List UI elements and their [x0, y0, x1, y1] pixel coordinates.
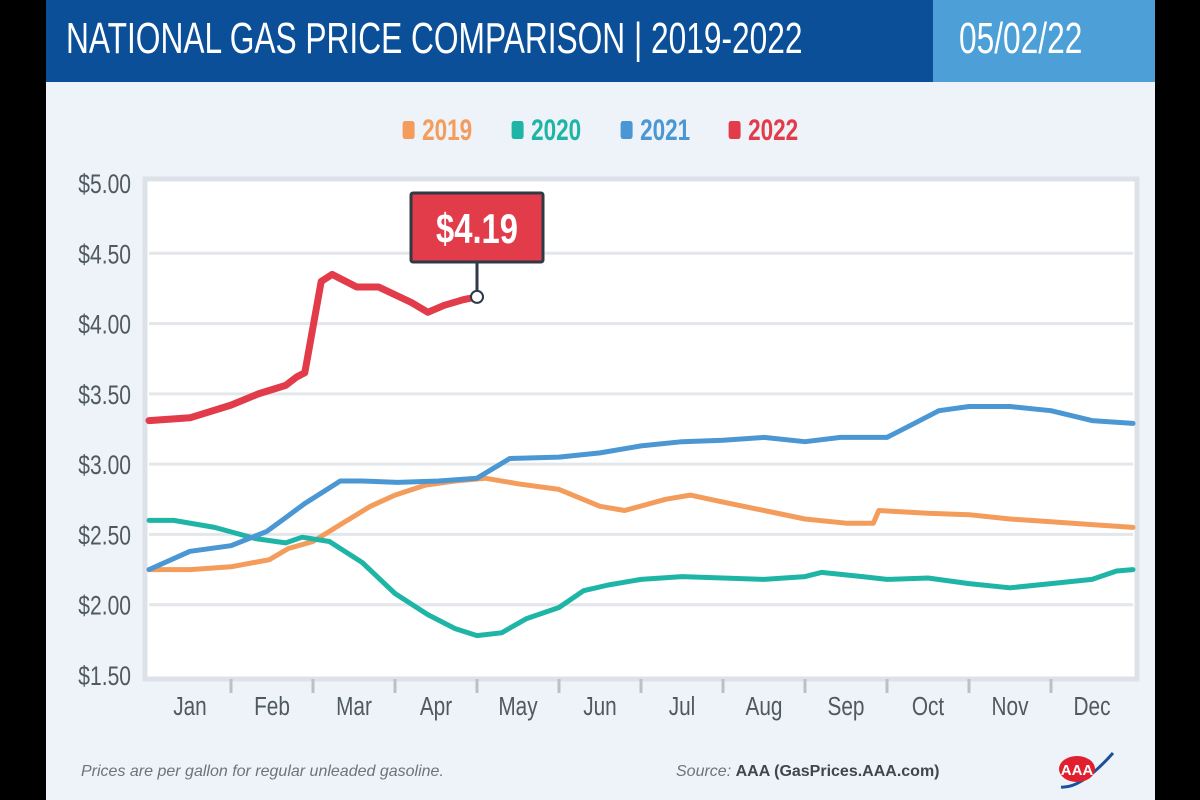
- x-tick-label: Jan: [173, 692, 207, 721]
- y-tick-label: $4.50: [78, 240, 131, 270]
- x-tick-label: Feb: [254, 692, 290, 721]
- series-line-2022: [145, 270, 481, 425]
- y-tick-label: $1.50: [78, 662, 131, 692]
- legend-swatch: [728, 121, 741, 139]
- y-tick-label: $4.00: [78, 310, 131, 340]
- legend-label: 2021: [639, 114, 690, 147]
- x-tick-label: Jul: [669, 692, 696, 721]
- legend-item-2021: 2021: [620, 114, 690, 148]
- date-box: 05/02/22: [933, 0, 1155, 82]
- series-line-2019: [146, 475, 1136, 573]
- chart-title: NATIONAL GAS PRICE COMPARISON | 2019-202…: [66, 14, 803, 63]
- legend-item-2022: 2022: [728, 114, 799, 148]
- series-line-2021: [146, 404, 1136, 573]
- svg-text:AAA: AAA: [1061, 762, 1094, 779]
- legend: 2019 2020 2021 2022: [46, 114, 1155, 148]
- callout-box: [409, 191, 545, 264]
- legend-item-2019: 2019: [402, 114, 473, 148]
- line-chart: $1.50 $2.00 $2.50 $3.00 $3.50 $4.00 $4.50 $5.00…: [78, 170, 1140, 721]
- infographic-panel: NATIONAL GAS PRICE COMPARISON | 2019-202…: [46, 0, 1155, 800]
- x-tick-label: Mar: [336, 692, 372, 721]
- legend-item-2020: 2020: [511, 114, 581, 148]
- header-bar: NATIONAL GAS PRICE COMPARISON | 2019-202…: [46, 0, 933, 82]
- legend-label: 2019: [422, 114, 473, 147]
- x-tick-label: Sep: [828, 692, 865, 721]
- series-line-2020: [146, 517, 1136, 639]
- aaa-logo: AAA: [1059, 752, 1115, 789]
- y-tick-label: $3.00: [78, 451, 131, 481]
- legend-swatch: [511, 121, 524, 139]
- y-tick-label: $2.50: [78, 521, 131, 551]
- source-label: Source:: [676, 763, 732, 780]
- x-tick-label: Apr: [420, 692, 452, 721]
- y-tick-label: $3.50: [78, 380, 131, 410]
- callout-value: $4.19: [436, 205, 518, 252]
- x-tick-label: Nov: [992, 692, 1029, 721]
- x-tick-label: Dec: [1074, 692, 1111, 721]
- source: Source: AAA (GasPrices.AAA.com): [676, 763, 940, 781]
- plot-area: [142, 176, 1140, 682]
- y-tick-label: $5.00: [78, 170, 131, 200]
- report-date: 05/02/22: [959, 14, 1083, 63]
- legend-swatch: [620, 121, 633, 139]
- callout-marker: [470, 289, 484, 304]
- source-value: AAA (GasPrices.AAA.com): [735, 763, 940, 780]
- legend-label: 2022: [748, 114, 799, 147]
- y-tick-label: $2.00: [78, 591, 131, 621]
- footnote: Prices are per gallon for regular unlead…: [81, 763, 444, 780]
- legend-swatch: [402, 121, 415, 139]
- x-tick-label: Jun: [583, 692, 617, 721]
- x-tick-label: Oct: [912, 692, 945, 721]
- legend-label: 2020: [530, 114, 581, 147]
- x-tick-label: Aug: [746, 692, 783, 721]
- x-tick-label: May: [498, 692, 537, 721]
